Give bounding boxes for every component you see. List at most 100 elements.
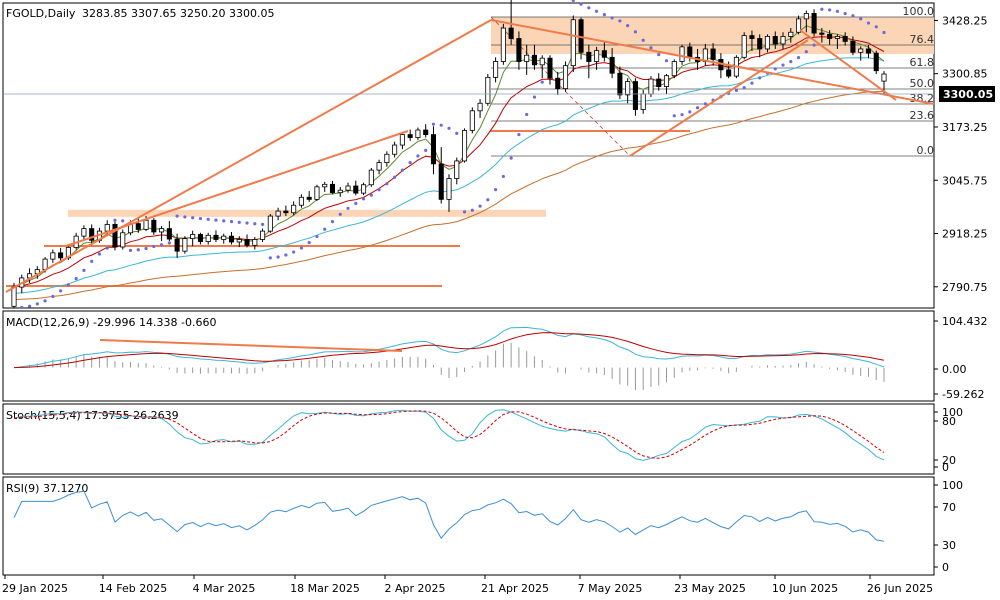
fib-level-label: 38.2 xyxy=(910,92,935,105)
candle-body xyxy=(500,27,506,62)
candle-body xyxy=(865,48,872,54)
sar-dot xyxy=(851,14,855,18)
candle-body xyxy=(648,78,654,95)
current-price-value: 3300.05 xyxy=(943,88,993,101)
price-tick-label: 3045.75 xyxy=(942,174,988,187)
rsi-line xyxy=(13,490,885,542)
candle-body xyxy=(236,239,242,243)
rsi-panel[interactable]: RSI(9) 37.1270 100 70 30 0 xyxy=(2,476,963,576)
candle-body xyxy=(749,35,755,39)
fib-level-label: 50.0 xyxy=(910,77,935,90)
price-tick-label: 3428.25 xyxy=(942,14,988,27)
candle-body xyxy=(151,219,157,233)
rsi-label: RSI(9) 37.1270 xyxy=(6,482,88,495)
sar-dot xyxy=(408,161,412,165)
sar-dot xyxy=(20,305,24,310)
candle-body xyxy=(221,235,227,240)
sar-dot xyxy=(866,21,871,25)
trend-line[interactable] xyxy=(5,19,492,293)
candle-body xyxy=(570,19,576,67)
sar-dot xyxy=(532,95,537,99)
candle-body xyxy=(345,185,351,191)
candle-body xyxy=(291,204,297,214)
candle-body xyxy=(322,183,328,188)
candle-body xyxy=(143,219,149,230)
time-tick-label: 29 Jan 2025 xyxy=(2,582,68,595)
candle-body xyxy=(104,224,110,232)
trend-line[interactable] xyxy=(490,19,935,105)
time-tick-label: 14 Feb 2025 xyxy=(99,582,167,595)
macd-panel-frame xyxy=(2,310,935,402)
trend-lines[interactable] xyxy=(5,19,935,293)
sar-dot xyxy=(571,0,575,2)
candle-body xyxy=(306,196,312,200)
sar-dot xyxy=(447,126,451,130)
candle-body xyxy=(275,210,281,217)
rsi-tick-label: 0 xyxy=(942,561,949,574)
sar-dot xyxy=(688,110,692,114)
time-tick-label: 23 May 2025 xyxy=(674,582,746,595)
parabolic-sar xyxy=(20,0,886,310)
time-tick-label: 26 Jun 2025 xyxy=(867,582,933,595)
candle-body xyxy=(415,129,421,138)
sar-dot xyxy=(299,246,304,250)
sar-dot xyxy=(773,67,777,71)
sar-dot xyxy=(602,13,606,17)
sar-dot xyxy=(517,133,521,137)
price-tick-label: 2790.75 xyxy=(942,281,988,294)
macd-lines xyxy=(13,326,885,369)
fib-diagonal xyxy=(490,16,631,157)
candle-body xyxy=(135,223,141,230)
sar-dot xyxy=(789,60,793,64)
rsi-axis: 100 70 30 0 xyxy=(934,479,963,574)
trend-line[interactable] xyxy=(65,130,409,247)
time-tick-label: 18 Mar 2025 xyxy=(290,582,360,595)
candle-body xyxy=(493,61,499,78)
candle-body xyxy=(228,235,235,243)
candle-body xyxy=(547,57,553,79)
macd-panel[interactable]: MACD(12,26,9) -29.996 14.338 -0.660 104.… xyxy=(2,310,988,402)
moving-average-fast xyxy=(13,36,885,288)
sar-dot xyxy=(307,241,311,245)
sar-dot xyxy=(222,219,226,223)
candle-body xyxy=(159,228,165,233)
candle-body xyxy=(469,110,475,131)
trend-line[interactable] xyxy=(799,29,897,101)
candle-body xyxy=(384,153,390,164)
moving-averages xyxy=(13,25,885,301)
sar-dot xyxy=(51,294,55,299)
sar-dot xyxy=(455,131,459,135)
candlesticks xyxy=(11,0,887,308)
candle-body xyxy=(205,234,211,242)
candle-body xyxy=(314,186,320,200)
sar-dot xyxy=(462,210,467,214)
sar-dot xyxy=(742,85,746,90)
candle-body xyxy=(811,13,817,34)
sar-dot xyxy=(284,253,288,257)
sar-dot xyxy=(874,25,878,29)
fib-level-label: 100.0 xyxy=(903,5,935,18)
candle-body xyxy=(687,46,693,58)
sar-dot xyxy=(501,174,505,179)
candle-body xyxy=(663,75,670,87)
sar-dot xyxy=(820,7,824,11)
stoch-tick-label: 80 xyxy=(942,415,956,428)
sar-dot xyxy=(431,122,436,126)
sar-dot xyxy=(703,102,707,106)
candle-body xyxy=(50,252,56,260)
price-panel[interactable]: FGOLD,Daily 3283.85 3307.65 3250.20 3300… xyxy=(2,0,995,310)
sar-dot xyxy=(191,216,195,220)
current-price-marker: 3300.05 xyxy=(3,86,995,102)
sar-dot xyxy=(835,9,839,13)
candle-body xyxy=(632,81,638,110)
candle-body xyxy=(873,52,879,72)
time-tick-label: 7 May 2025 xyxy=(578,582,643,595)
sar-dot xyxy=(253,222,257,226)
trend-line[interactable] xyxy=(629,39,809,157)
stoch-lines xyxy=(13,409,885,461)
sar-dot xyxy=(377,188,381,192)
sar-dot xyxy=(323,227,327,231)
macd-trend-line[interactable] xyxy=(99,339,403,352)
